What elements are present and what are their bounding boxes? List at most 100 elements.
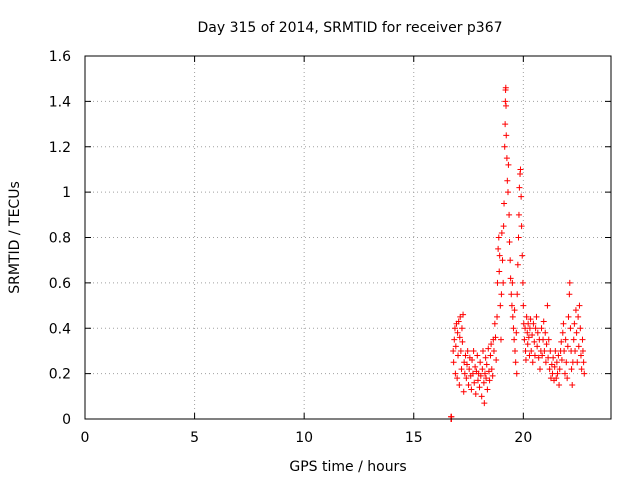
data-point xyxy=(464,347,471,354)
data-point xyxy=(511,307,518,314)
data-point xyxy=(526,352,533,359)
x-tick-label: 15 xyxy=(405,430,423,446)
data-point xyxy=(458,366,465,373)
data-point xyxy=(507,257,514,264)
data-point xyxy=(477,359,484,366)
data-point xyxy=(498,291,505,298)
y-tick-label: 1.6 xyxy=(49,49,71,65)
data-point xyxy=(561,370,568,377)
data-point xyxy=(518,223,525,230)
data-point xyxy=(515,234,522,241)
data-point xyxy=(527,316,534,323)
data-point xyxy=(577,325,584,332)
data-point xyxy=(452,370,459,377)
data-point xyxy=(502,84,509,91)
data-point xyxy=(472,391,479,398)
data-point xyxy=(517,166,524,173)
data-point xyxy=(529,332,536,339)
x-axis-label: GPS time / hours xyxy=(289,459,406,475)
data-point xyxy=(505,161,512,168)
data-point xyxy=(512,347,519,354)
data-point xyxy=(545,336,552,343)
data-point xyxy=(542,329,549,336)
data-point xyxy=(456,334,463,341)
data-point xyxy=(479,366,486,373)
data-point xyxy=(509,313,516,320)
data-point xyxy=(540,318,547,325)
data-point xyxy=(568,366,575,373)
data-point xyxy=(464,361,471,368)
data-point xyxy=(499,257,506,264)
data-point xyxy=(549,370,556,377)
y-tick-label: 0.6 xyxy=(49,276,71,292)
data-point xyxy=(556,366,563,373)
data-point xyxy=(474,352,481,359)
data-point xyxy=(459,338,466,345)
data-point xyxy=(501,143,508,150)
data-point xyxy=(483,361,490,368)
plot-frame xyxy=(84,55,612,420)
data-point xyxy=(496,268,503,275)
data-point xyxy=(580,359,587,366)
data-point xyxy=(567,325,574,332)
data-point xyxy=(516,184,523,191)
data-point xyxy=(547,347,554,354)
data-point xyxy=(572,307,579,314)
data-point xyxy=(574,359,581,366)
data-point xyxy=(540,336,547,343)
data-point xyxy=(513,329,520,336)
data-point xyxy=(454,375,461,382)
data-point xyxy=(515,211,522,218)
data-point xyxy=(471,379,478,386)
data-point xyxy=(472,363,479,370)
data-point xyxy=(572,347,579,354)
data-point xyxy=(521,336,528,343)
data-point xyxy=(455,318,462,325)
data-point xyxy=(571,320,578,327)
data-point xyxy=(507,275,514,282)
data-point xyxy=(524,341,531,348)
data-point xyxy=(544,302,551,309)
data-point xyxy=(476,384,483,391)
data-point xyxy=(554,370,561,377)
y-tick-label: 1 xyxy=(62,185,71,201)
data-point xyxy=(502,121,509,128)
data-point xyxy=(532,325,539,332)
data-point xyxy=(578,366,585,373)
data-point xyxy=(495,234,502,241)
plot-area xyxy=(85,56,611,419)
data-point xyxy=(485,345,492,352)
data-point xyxy=(509,279,516,286)
data-point xyxy=(491,320,498,327)
data-point xyxy=(461,370,468,377)
data-point xyxy=(462,352,469,359)
chart-title: Day 315 of 2014, SRMTID for receiver p36… xyxy=(197,20,502,36)
y-tick-label: 0.8 xyxy=(49,231,71,247)
data-point xyxy=(450,359,457,366)
data-point xyxy=(519,279,526,286)
data-point xyxy=(520,302,527,309)
data-point xyxy=(493,357,500,364)
data-point xyxy=(477,372,484,379)
data-point xyxy=(488,366,495,373)
data-point xyxy=(494,279,501,286)
data-point xyxy=(525,320,532,327)
data-point xyxy=(508,291,515,298)
data-point xyxy=(555,352,562,359)
data-point xyxy=(474,377,481,384)
data-point xyxy=(514,261,521,268)
data-point xyxy=(518,193,525,200)
data-point xyxy=(489,372,496,379)
data-point xyxy=(528,347,535,354)
data-point xyxy=(484,386,491,393)
y-tick-label: 0 xyxy=(62,412,71,428)
data-point xyxy=(457,347,464,354)
data-point xyxy=(581,370,588,377)
data-point xyxy=(543,341,550,348)
data-point xyxy=(570,336,577,343)
data-point xyxy=(577,352,584,359)
data-series xyxy=(448,84,588,422)
data-point xyxy=(502,98,509,105)
data-point xyxy=(525,334,532,341)
data-point xyxy=(501,200,508,207)
